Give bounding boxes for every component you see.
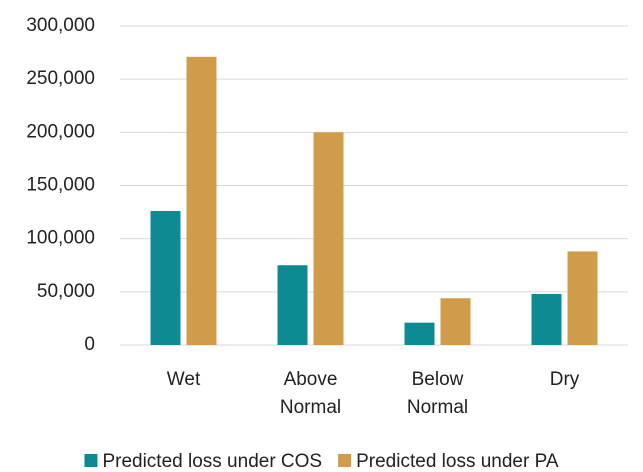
legend-swatch — [338, 454, 352, 467]
y-tick-label: 150,000 — [26, 175, 95, 196]
bar — [150, 211, 181, 345]
x-tick-label: Wet — [167, 369, 201, 390]
bar — [440, 298, 471, 345]
x-tick-label: Above Normal — [280, 369, 341, 418]
x-tick-label: Below Normal — [407, 369, 468, 418]
y-tick-label: 50,000 — [37, 281, 95, 302]
bar — [277, 265, 308, 345]
legend-swatch — [84, 454, 98, 467]
y-tick-label: 200,000 — [26, 121, 95, 142]
bar — [313, 132, 344, 345]
legend-label: Predicted loss under COS — [102, 451, 322, 472]
y-tick-label: 100,000 — [26, 228, 95, 249]
bar — [567, 251, 598, 345]
y-tick-label: 250,000 — [26, 68, 95, 89]
bar — [404, 322, 435, 345]
bar — [186, 56, 217, 345]
y-tick-label: 300,000 — [26, 15, 95, 36]
x-tick-label: Dry — [550, 369, 580, 390]
y-tick-label: 0 — [84, 334, 95, 355]
bar — [531, 293, 562, 345]
legend: Predicted loss under COS Predicted loss u… — [84, 451, 559, 472]
legend-label: Predicted loss under PA — [356, 451, 559, 472]
